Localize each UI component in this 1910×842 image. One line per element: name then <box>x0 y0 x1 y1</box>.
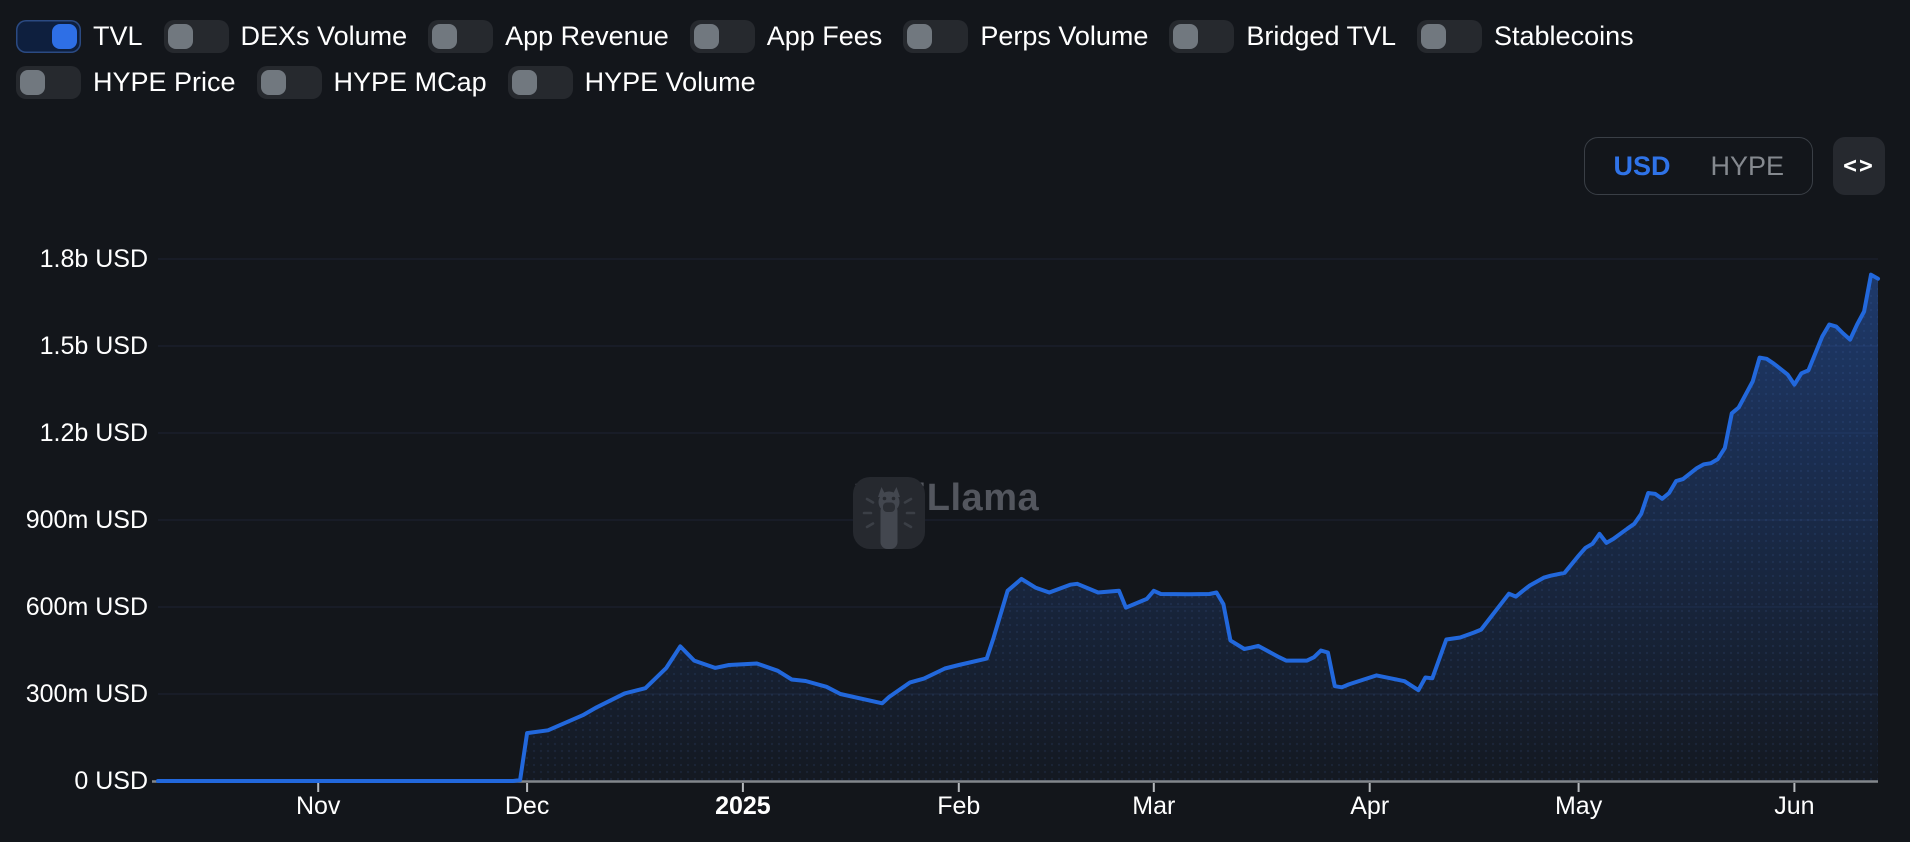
x-axis-label: Nov <box>295 792 341 820</box>
toggle-label: HYPE Price <box>93 67 236 97</box>
toggle-hype-mcap[interactable]: HYPE MCap <box>256 66 487 99</box>
x-axis-label: Apr <box>1350 792 1390 820</box>
toggle-label: Stablecoins <box>1494 21 1634 51</box>
x-axis-label: May <box>1554 792 1603 820</box>
toggle-switch-stablecoins[interactable] <box>1417 20 1483 53</box>
toggle-hype-volume[interactable]: HYPE Volume <box>507 66 756 99</box>
toggle-switch-app-revenue[interactable] <box>428 20 494 53</box>
y-axis-label: 1.5b USD <box>39 332 148 360</box>
tvl-area-texture <box>158 274 1878 781</box>
currency-switch: USD HYPE <box>1584 137 1813 195</box>
toggle-knob <box>432 24 458 49</box>
y-axis-label: 1.2b USD <box>39 419 148 447</box>
toggle-knob <box>1173 24 1199 49</box>
x-axis-label: Mar <box>1132 792 1176 820</box>
toggle-label: HYPE Volume <box>584 67 756 97</box>
toggle-app-fees[interactable]: App Fees <box>689 20 883 53</box>
tvl-line <box>156 272 1880 783</box>
toggle-knob <box>693 24 719 49</box>
currency-option-usd[interactable]: USD <box>1613 150 1671 181</box>
toggle-tvl[interactable]: TVL <box>16 20 143 53</box>
toggle-switch-app-fees[interactable] <box>689 20 755 53</box>
toggle-label: Bridged TVL <box>1246 21 1397 51</box>
toggle-bridged-tvl[interactable]: Bridged TVL <box>1169 20 1396 53</box>
currency-option-hype[interactable]: HYPE <box>1710 150 1784 181</box>
toggle-switch-hype-volume[interactable] <box>507 66 573 99</box>
toggle-stablecoins[interactable]: Stablecoins <box>1417 20 1634 53</box>
toggle-label: App Revenue <box>505 21 669 51</box>
toggle-knob <box>907 24 933 49</box>
metric-toggle-rows: TVL DEXs Volume App Revenue App Fees Perps V… <box>16 20 1634 99</box>
toggle-label: TVL <box>93 21 143 51</box>
toggle-switch-hype-mcap[interactable] <box>256 66 322 99</box>
y-axis-label: 0 USD <box>74 767 148 795</box>
toggle-hype-price[interactable]: HYPE Price <box>16 66 236 99</box>
x-axis-label: Feb <box>937 792 981 820</box>
toggle-knob <box>260 70 286 95</box>
toggle-switch-dexs-volume[interactable] <box>163 20 229 53</box>
toggle-switch-bridged-tvl[interactable] <box>1169 20 1235 53</box>
chart-controls: USD HYPE <> <box>1584 137 1885 195</box>
toggle-perps-volume[interactable]: Perps Volume <box>903 20 1148 53</box>
toggle-label: Perps Volume <box>980 21 1149 51</box>
toggle-knob <box>167 24 193 49</box>
x-axis-label: Jun <box>1774 792 1815 820</box>
toggle-switch-tvl[interactable] <box>16 20 81 53</box>
toggle-knob <box>52 24 77 49</box>
x-axis-label: 2025 <box>715 792 771 820</box>
y-axis-label: 300m USD <box>25 680 148 708</box>
toggle-row: TVL DEXs Volume App Revenue App Fees Perps V… <box>16 20 1634 53</box>
toggle-label: HYPE MCap <box>333 67 487 97</box>
embed-code-button[interactable]: <> <box>1833 137 1885 195</box>
toggle-dexs-volume[interactable]: DEXs Volume <box>163 20 408 53</box>
code-icon: <> <box>1843 153 1875 179</box>
y-axis-label: 600m USD <box>25 593 148 621</box>
toggle-knob <box>20 70 45 95</box>
y-axis-label: 900m USD <box>25 506 148 534</box>
toggle-knob <box>1421 24 1447 49</box>
toggle-switch-perps-volume[interactable] <box>903 20 969 53</box>
y-axis-label: 1.8b USD <box>39 245 148 273</box>
toggle-row: HYPE Price HYPE MCap HYPE Volume <box>16 66 1634 99</box>
toggle-label: App Fees <box>766 21 883 51</box>
toggle-knob <box>511 70 537 95</box>
toggle-app-revenue[interactable]: App Revenue <box>428 20 669 53</box>
x-axis-label: Dec <box>504 792 550 820</box>
toggle-label: DEXs Volume <box>240 21 408 51</box>
toggle-switch-hype-price[interactable] <box>16 66 81 99</box>
